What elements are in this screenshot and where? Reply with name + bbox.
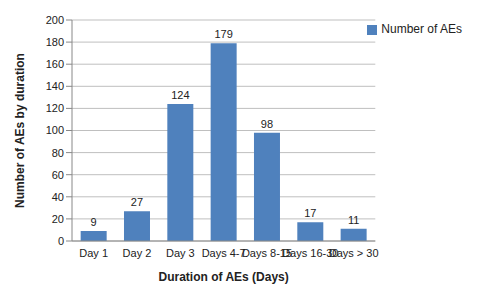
svg-text:98: 98: [261, 118, 273, 130]
svg-text:124: 124: [171, 89, 189, 101]
svg-text:Day 1: Day 1: [79, 247, 108, 259]
svg-text:180: 180: [46, 36, 64, 48]
svg-text:Days 4-7: Days 4-7: [202, 247, 246, 259]
svg-text:0: 0: [58, 235, 64, 247]
svg-text:60: 60: [52, 169, 64, 181]
svg-text:179: 179: [214, 28, 232, 40]
svg-text:27: 27: [131, 196, 143, 208]
html-text:Number of AEs: Number of AEs: [381, 22, 462, 36]
svg-text:Days 8-15: Days 8-15: [241, 246, 292, 259]
svg-text:11: 11: [348, 214, 359, 226]
svg-text:40: 40: [52, 191, 64, 203]
svg-text:9: 9: [91, 216, 97, 228]
svg-text:Day 3: Day 3: [166, 247, 195, 259]
svg-text:Days > 30: Days > 30: [329, 247, 379, 259]
svg-text:80: 80: [52, 147, 64, 159]
svg-text:Duration of AEs (Days): Duration of AEs (Days): [159, 270, 289, 284]
svg-text:140: 140: [46, 80, 64, 92]
svg-text:Number of AEs by duration: Number of AEs by duration: [13, 53, 27, 208]
svg-text:100: 100: [46, 124, 64, 136]
svg-text:160: 160: [46, 58, 64, 70]
svg-text:120: 120: [46, 102, 64, 114]
svg-text:17: 17: [304, 207, 316, 219]
svg-text:Days 16-30: Days 16-30: [282, 246, 339, 259]
svg-text:Day 2: Day 2: [123, 247, 152, 259]
svg-text:20: 20: [52, 213, 64, 225]
svg-text:200: 200: [46, 14, 64, 26]
